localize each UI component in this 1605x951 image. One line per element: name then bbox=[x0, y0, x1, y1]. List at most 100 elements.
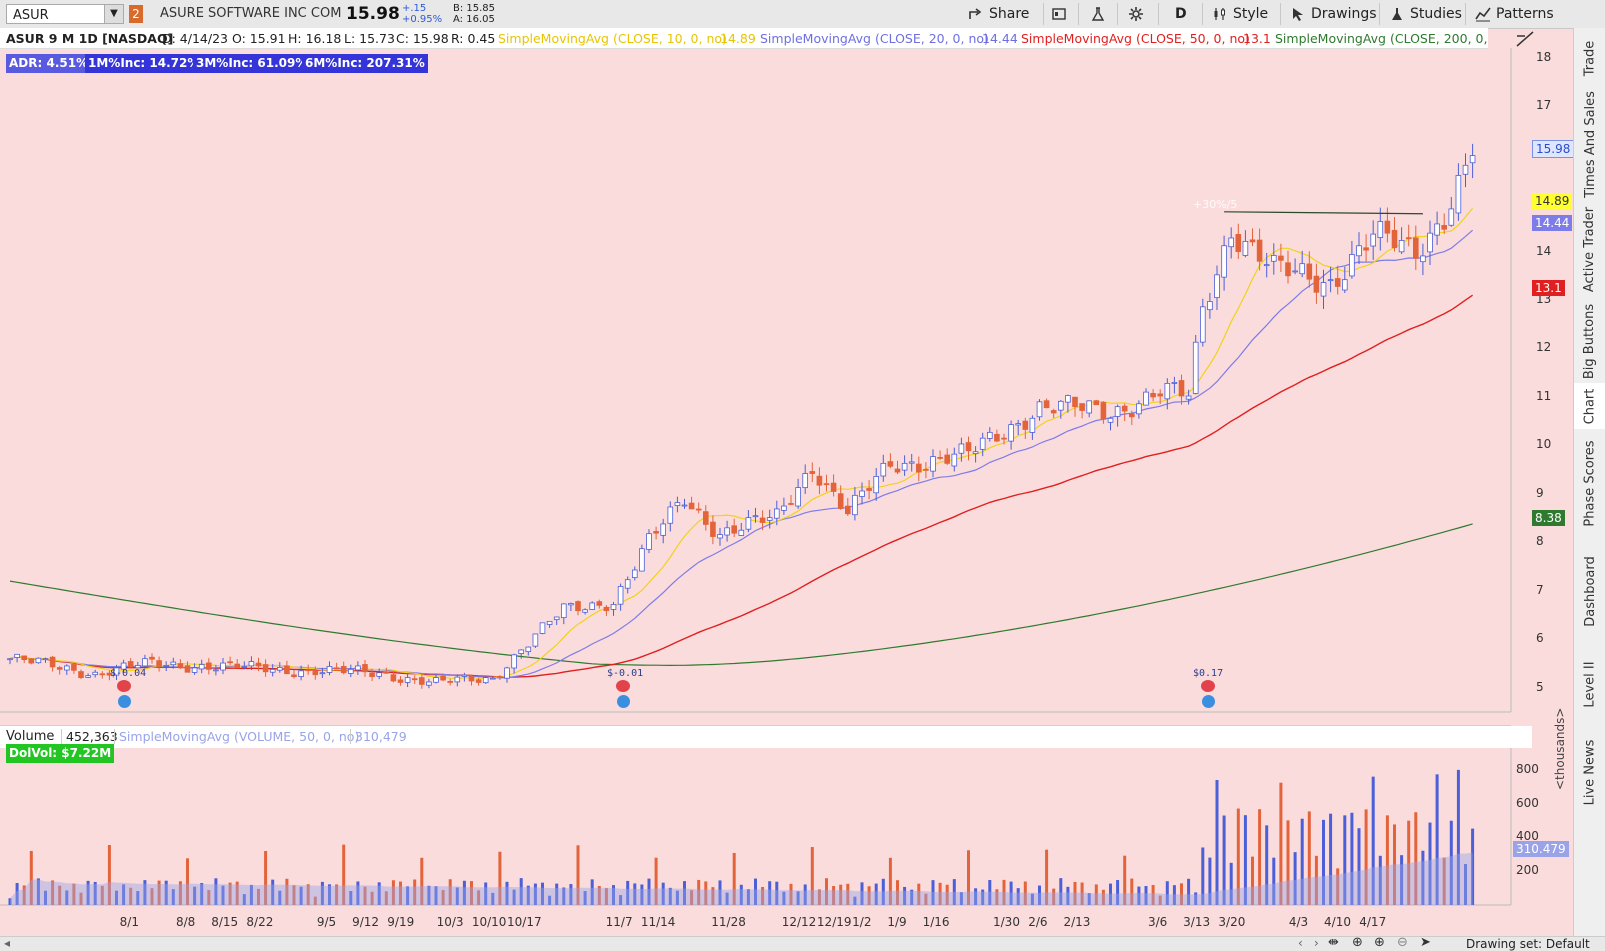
style-button[interactable]: Style bbox=[1212, 4, 1268, 24]
symbol-dropdown-icon[interactable]: ▼ bbox=[104, 5, 123, 23]
candle-body bbox=[589, 602, 595, 610]
tab-dashboard[interactable]: Dashboard bbox=[1574, 538, 1605, 644]
tab-label: Active Trader bbox=[1582, 206, 1598, 292]
sma50-label[interactable]: SimpleMovingAvg (CLOSE, 50, 0, no) bbox=[1021, 31, 1250, 46]
candle-body bbox=[908, 461, 915, 464]
volume-bar bbox=[626, 880, 630, 905]
date-tick-label: 1/16 bbox=[922, 915, 950, 929]
candle-body bbox=[1292, 270, 1298, 273]
earnings-icon[interactable] bbox=[616, 680, 630, 692]
scroll-right-icon[interactable]: › bbox=[1314, 936, 1319, 950]
candle-body bbox=[205, 662, 212, 670]
crosshair-icon[interactable]: ⊕ bbox=[1352, 935, 1363, 950]
drawing-set-label[interactable]: Drawing set: Default bbox=[1466, 937, 1590, 951]
link-group-badge[interactable]: 2 bbox=[129, 5, 143, 23]
volume-bar bbox=[313, 896, 317, 905]
candle-body bbox=[901, 462, 908, 471]
tab-live-news[interactable]: Live News bbox=[1574, 724, 1605, 820]
dollar-volume-badge: DolVol: $7.22M bbox=[6, 744, 115, 763]
sma10-label[interactable]: SimpleMovingAvg (CLOSE, 10, 0, no) bbox=[498, 31, 727, 46]
scroll-left-icon[interactable]: ‹ bbox=[1298, 936, 1303, 950]
tab-label: Dashboard bbox=[1582, 555, 1598, 627]
sma20-label[interactable]: SimpleMovingAvg (CLOSE, 20, 0, no) bbox=[760, 31, 989, 46]
dividend-icon[interactable] bbox=[617, 695, 630, 708]
sma200-label[interactable]: SimpleMovingAvg (CLOSE, 200, 0,... bbox=[1275, 31, 1488, 46]
flask-button[interactable] bbox=[1090, 4, 1106, 24]
tab-active-trader[interactable]: Active Trader bbox=[1574, 200, 1605, 298]
candle-body bbox=[873, 476, 879, 494]
chart-draw-icon[interactable] bbox=[1515, 30, 1535, 48]
volume-bar bbox=[1464, 864, 1467, 905]
volume-bar bbox=[704, 881, 708, 905]
resistance-trendline[interactable] bbox=[1224, 211, 1423, 215]
volume-bar bbox=[413, 879, 417, 905]
tab-big-buttons[interactable]: Big Buttons bbox=[1574, 300, 1605, 382]
cursor-icon[interactable]: ➤ bbox=[1420, 935, 1431, 950]
date-tick-label: 1/30 bbox=[993, 915, 1020, 929]
bar-low: L: 15.73 bbox=[344, 31, 395, 46]
share-icon bbox=[969, 8, 982, 19]
candle-body bbox=[617, 586, 624, 605]
drawings-button[interactable]: Drawings bbox=[1290, 4, 1377, 24]
ask-price: A: 16.05 bbox=[453, 14, 495, 25]
pan-icon[interactable]: ⇼ bbox=[1328, 935, 1339, 950]
candle-body bbox=[930, 456, 936, 472]
volume-bar bbox=[1307, 811, 1311, 905]
tab-chart[interactable]: Chart bbox=[1574, 383, 1605, 429]
volume-bar bbox=[612, 885, 615, 905]
candle-body bbox=[681, 504, 688, 507]
zoom-out-icon[interactable]: ⊖ bbox=[1397, 935, 1408, 950]
volume-bar bbox=[647, 878, 651, 905]
candle-body bbox=[390, 674, 397, 682]
six-month-inc-badge: 6M%Inc: 207.31% bbox=[302, 54, 428, 73]
tab-phase-scores[interactable]: Phase Scores bbox=[1574, 430, 1605, 536]
volume-sma-label[interactable]: SimpleMovingAvg (VOLUME, 50, 0, no) bbox=[114, 729, 359, 744]
date-tick-label: 3/20 bbox=[1218, 915, 1246, 929]
volume-bar bbox=[1116, 880, 1120, 905]
share-button[interactable]: Share bbox=[968, 4, 1029, 24]
earnings-icon[interactable] bbox=[117, 680, 131, 692]
volume-bar bbox=[967, 850, 970, 905]
date-tick-label: 9/19 bbox=[387, 915, 415, 929]
settings-button[interactable] bbox=[1128, 4, 1144, 24]
volume-bar bbox=[278, 890, 282, 905]
volume-bar bbox=[945, 884, 949, 905]
candle-body bbox=[411, 678, 418, 681]
volume-bar bbox=[1201, 847, 1205, 905]
volume-bar bbox=[484, 882, 488, 905]
volume-bar bbox=[1279, 782, 1283, 905]
scroll-left-icon[interactable]: ◂ bbox=[4, 936, 11, 950]
date-tick-label: 8/8 bbox=[176, 915, 196, 929]
price-tick-label: 14 bbox=[1536, 243, 1552, 258]
candle-body bbox=[262, 664, 269, 673]
volume-bar bbox=[604, 888, 608, 905]
volume-bar bbox=[1471, 828, 1475, 905]
zoom-in-icon[interactable]: ⊕ bbox=[1374, 935, 1385, 950]
volume-bar bbox=[981, 889, 985, 905]
quote-button[interactable] bbox=[1051, 4, 1067, 24]
volume-bar bbox=[86, 880, 90, 905]
volume-bar bbox=[399, 881, 402, 905]
earnings-icon[interactable] bbox=[1201, 680, 1215, 692]
aggregation-button[interactable]: D bbox=[1175, 4, 1187, 24]
dividend-icon[interactable] bbox=[1202, 695, 1215, 708]
candle-body bbox=[1384, 220, 1391, 234]
patterns-button[interactable]: Patterns bbox=[1475, 4, 1554, 24]
trendline-label: +30%/5 bbox=[1193, 198, 1238, 211]
volume-label: Volume bbox=[6, 729, 55, 744]
date-tick-label: 8/15 bbox=[211, 915, 239, 929]
studies-button[interactable]: Studies bbox=[1389, 4, 1462, 24]
tab-times-and-sales[interactable]: Times And Sales bbox=[1574, 90, 1605, 198]
volume-bar bbox=[406, 886, 410, 905]
volume-bar bbox=[839, 884, 843, 905]
dividend-icon[interactable] bbox=[118, 695, 131, 708]
tab-level-ii[interactable]: Level II bbox=[1574, 646, 1605, 722]
sma20-line bbox=[9, 229, 1473, 679]
volume-bar bbox=[58, 885, 62, 905]
tab-trade[interactable]: Trade bbox=[1574, 28, 1605, 88]
symbol-input[interactable]: ASUR ▼ bbox=[6, 4, 124, 24]
date-tick-label: 9/5 bbox=[316, 915, 337, 929]
candle-body bbox=[731, 525, 737, 534]
volume-bar bbox=[1123, 855, 1127, 905]
chart-footer: ◂ ‹ › ⇼ ⊕ ⊕ ⊖ ➤ Drawing set: Default bbox=[0, 935, 1605, 951]
